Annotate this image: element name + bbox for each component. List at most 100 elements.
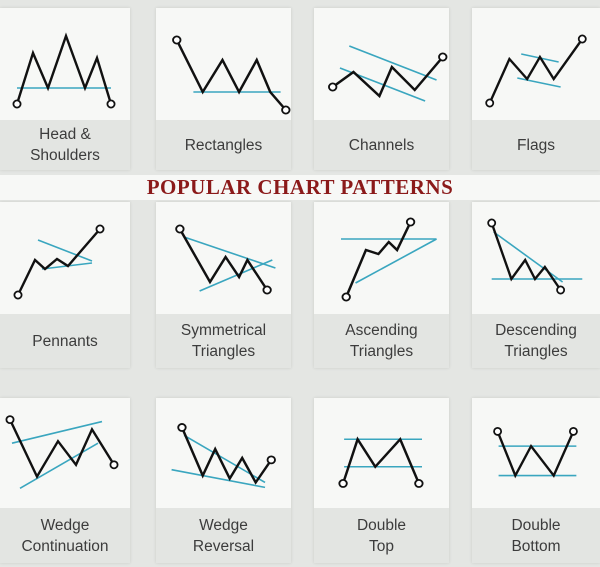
pattern-label: Flags (472, 120, 600, 170)
endpoint-dot (328, 82, 338, 92)
trend-line (517, 77, 561, 88)
pattern-label-line: Symmetrical (180, 322, 267, 339)
pattern-label-line: Double (356, 516, 407, 534)
trend-line (37, 239, 93, 262)
endpoint-dot (177, 423, 187, 432)
rectangles-icon (172, 35, 291, 115)
double-bottom-icon (493, 426, 578, 479)
endpoint-dot (341, 292, 351, 302)
trend-line (355, 238, 437, 284)
pattern-label-line: Continuation (21, 537, 109, 555)
endpoint-dot (5, 415, 15, 425)
pattern-label: Head & Shoulders (0, 120, 130, 170)
trend-line (199, 259, 273, 292)
pattern-label: Wedge Reversal (156, 508, 291, 563)
symmetrical-triangles-icon (175, 224, 276, 295)
pattern-label-line: Channels (348, 136, 415, 154)
endpoint-dot (568, 426, 578, 436)
endpoint-dot (109, 460, 119, 470)
endpoint-dot (266, 455, 276, 465)
pattern-label-line: Wedge (40, 516, 90, 534)
trend-line (493, 231, 564, 283)
pattern-card-pennants: Pennants (0, 202, 130, 368)
pattern-label: Ascending Triangles (314, 314, 449, 368)
endpoint-dot (438, 52, 448, 62)
price-line (15, 32, 113, 105)
pattern-label: Rectangles (156, 120, 291, 170)
pennants-icon (13, 224, 105, 300)
pattern-label-line: Triangles (191, 343, 256, 360)
price-line (341, 436, 421, 484)
pattern-label-line: Top (369, 537, 394, 555)
price-line (488, 38, 584, 104)
pattern-label-line: Reversal (192, 537, 255, 555)
price-line (331, 56, 444, 99)
flags-icon (485, 34, 587, 108)
pattern-card-ascending-triangles: Ascending Triangles (314, 202, 449, 368)
pattern-card-flags: Flags (472, 8, 600, 170)
pattern-label-line: Descending (495, 322, 577, 339)
pattern-label: Wedge Continuation (0, 508, 130, 563)
pattern-card-rectangles: Rectangles (156, 8, 291, 170)
pattern-label-line: Triangles (349, 343, 414, 360)
double-top-icon (338, 436, 424, 488)
endpoint-dot (281, 105, 291, 115)
price-line (16, 228, 101, 296)
endpoint-dot (414, 479, 424, 488)
page-title: POPULAR CHART PATTERNS (0, 175, 600, 200)
endpoint-dot (106, 99, 116, 109)
endpoint-dot (172, 35, 182, 45)
pattern-card-wedge-continuation: Wedge Continuation (0, 398, 130, 563)
pattern-label: Double Bottom (472, 508, 600, 563)
pattern-card-symmetrical-triangles: Symmetrical Triangles (156, 202, 291, 368)
price-line (180, 427, 273, 485)
endpoint-dot (485, 98, 495, 108)
pattern-card-head-and-shoulders: Head & Shoulders (0, 8, 130, 170)
trend-line (19, 442, 99, 490)
endpoint-dot (493, 426, 503, 436)
pattern-label-line: Flags (517, 136, 555, 154)
ascending-triangles-icon (341, 217, 437, 302)
pattern-label-line: Head & (39, 126, 91, 143)
head-and-shoulders-icon (12, 32, 116, 109)
endpoint-dot (13, 290, 23, 300)
pattern-label-line: Wedge (199, 516, 248, 534)
pattern-label: Double Top (314, 508, 449, 563)
trend-line (183, 236, 276, 269)
pattern-label-line: Shoulders (30, 147, 100, 164)
pattern-card-wedge-reversal: Wedge Reversal (156, 398, 291, 563)
pattern-card-descending-triangles: Descending Triangles (472, 202, 600, 368)
pattern-label: Descending Triangles (472, 314, 600, 368)
price-line (175, 39, 287, 111)
pattern-label-line: Ascending (345, 322, 418, 339)
endpoint-dot (577, 34, 587, 44)
trend-line (11, 420, 103, 444)
price-line (178, 228, 269, 291)
endpoint-dot (487, 218, 497, 228)
pattern-label: Symmetrical Triangles (156, 314, 291, 368)
price-line (496, 430, 575, 479)
pattern-card-double-top: Double Top (314, 398, 449, 563)
endpoint-dot (95, 224, 105, 234)
endpoint-dot (262, 285, 272, 295)
pattern-label-line: Bottom (511, 537, 561, 555)
pattern-card-channels: Channels (314, 8, 449, 170)
endpoint-dot (338, 479, 348, 488)
price-line (8, 419, 116, 480)
endpoint-dot (12, 99, 22, 109)
wedge-continuation-icon (5, 415, 119, 490)
trend-line (348, 45, 437, 81)
pattern-label-line: Rectangles (184, 136, 263, 154)
pattern-card-double-bottom: Double Bottom (472, 398, 600, 563)
channels-icon (328, 45, 448, 102)
trend-line (171, 468, 266, 489)
price-line (490, 222, 562, 291)
pattern-label: Channels (314, 120, 449, 170)
price-line (345, 221, 412, 298)
wedge-reversal-icon (171, 423, 276, 489)
pattern-label-line: Triangles (504, 343, 568, 360)
pattern-label-line: Pennants (32, 332, 98, 350)
pattern-label: Pennants (0, 314, 130, 368)
endpoint-dot (175, 224, 185, 234)
pattern-label-line: Double (511, 516, 561, 534)
